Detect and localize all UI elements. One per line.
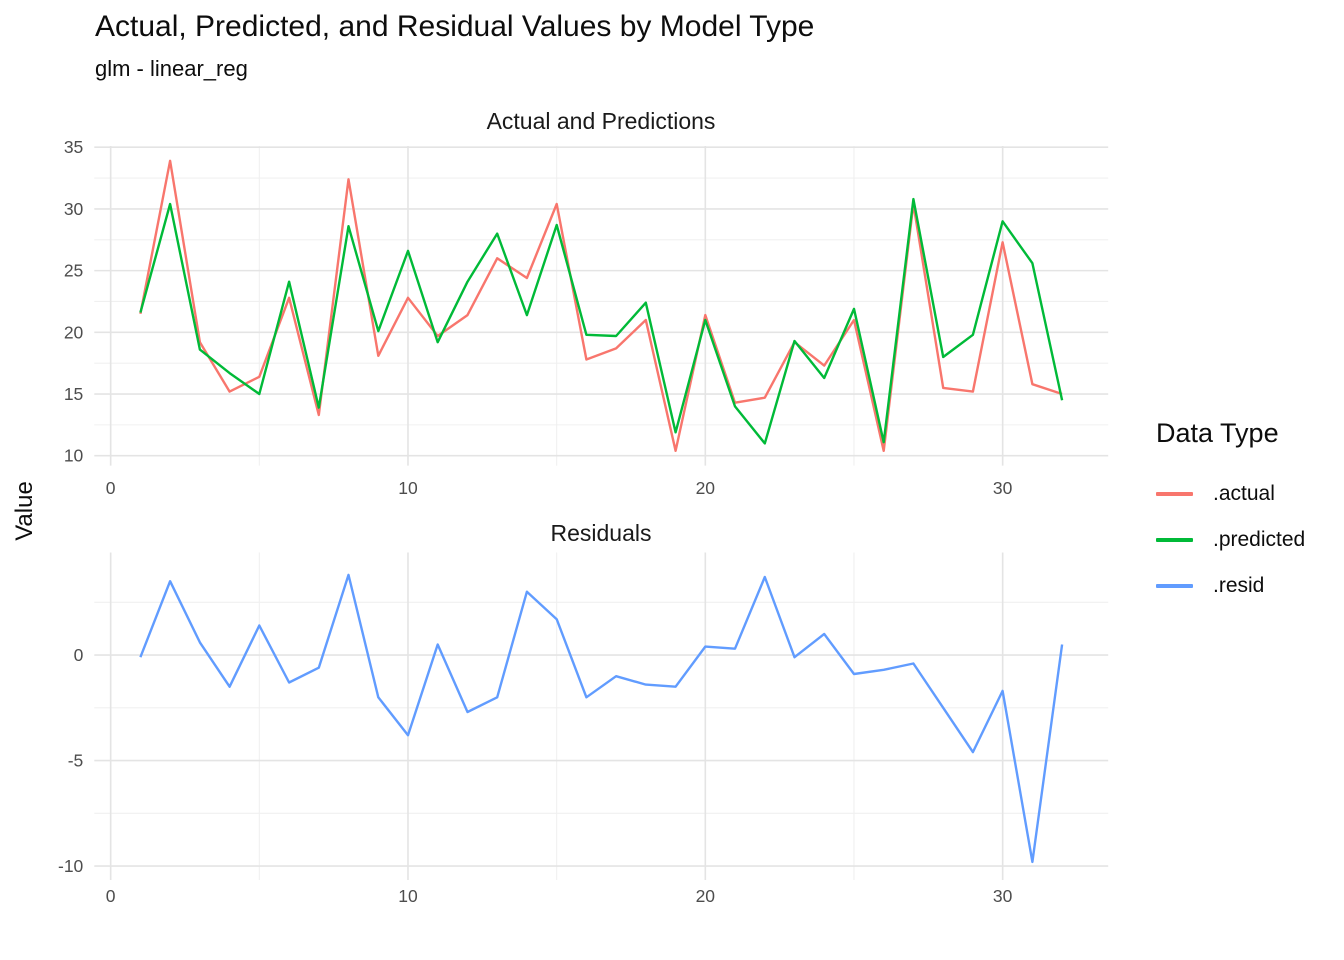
x-tick-label: 20 [696,886,716,906]
y-tick-label: 15 [64,384,83,404]
y-tick-label: 10 [64,446,84,466]
y-tick-label: 20 [64,322,84,342]
panel-title-actual-predictions: Actual and Predictions [486,108,716,134]
legend-key-line-icon [1156,492,1193,496]
y-tick-label: 0 [74,645,84,665]
legend-key-line-icon [1156,584,1193,588]
legend-item-label: .resid [1213,574,1265,597]
y-tick-label: -5 [68,751,84,771]
y-tick-label: 25 [64,261,83,281]
legend: Data Type .actual .predicted .resid [1156,418,1336,609]
x-tick-label: 30 [993,478,1013,498]
panel-title-residuals: Residuals [550,520,652,546]
legend-item-resid: .resid [1156,563,1336,609]
legend-item-actual: .actual [1156,471,1336,517]
x-tick-label: 0 [106,886,116,906]
x-tick-label: 10 [398,886,418,906]
y-axis-title: Value [11,481,38,541]
legend-item-predicted: .predicted [1156,517,1336,563]
plot-subtitle: glm - linear_reg [95,56,248,81]
legend-item-label: .predicted [1213,528,1306,551]
y-tick-label: -10 [58,856,84,876]
x-tick-label: 0 [106,478,116,498]
legend-title: Data Type [1156,418,1279,448]
legend-key-line-icon [1156,538,1193,542]
y-tick-label: 30 [64,199,84,219]
y-tick-label: 35 [64,137,83,157]
x-tick-label: 20 [696,478,716,498]
series-line-actual [139,159,1063,452]
plot-title: Actual, Predicted, and Residual Values b… [95,10,815,43]
legend-item-label: .actual [1213,482,1275,505]
legend-entries: .actual .predicted .resid [1156,471,1336,609]
x-tick-label: 10 [398,478,418,498]
series-line-resid [139,573,1064,864]
x-tick-label: 30 [993,886,1013,906]
series-line-predicted [139,197,1064,445]
